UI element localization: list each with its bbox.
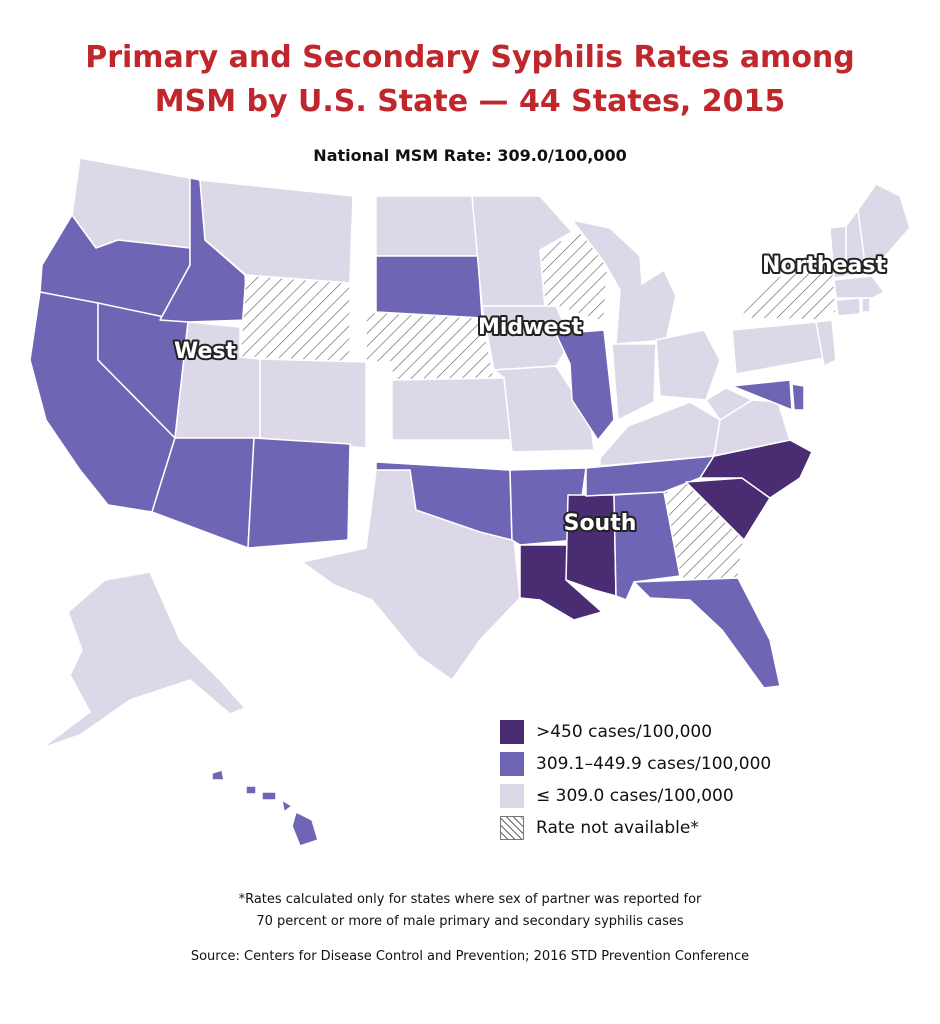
state-CT bbox=[835, 297, 861, 317]
state-SD bbox=[375, 255, 483, 319]
legend-label-low: ≤ 309.0 cases/100,000 bbox=[536, 786, 734, 806]
state-RI bbox=[861, 297, 871, 313]
state-ND bbox=[375, 195, 479, 257]
legend-swatch-high bbox=[500, 720, 524, 744]
legend-item-high: >450 cases/100,000 bbox=[500, 716, 771, 748]
state-AK bbox=[41, 571, 246, 749]
state-MO bbox=[493, 365, 595, 453]
state-IL bbox=[555, 329, 615, 441]
state-IN bbox=[611, 343, 657, 421]
legend-item-mid: 309.1–449.9 cases/100,000 bbox=[500, 748, 771, 780]
legend-swatch-mid bbox=[500, 752, 524, 776]
state-WA bbox=[71, 157, 191, 249]
source-credit: Source: Centers for Disease Control and … bbox=[190, 949, 750, 964]
state-DE bbox=[791, 383, 805, 411]
region-label-south: South bbox=[564, 511, 637, 536]
map-legend: >450 cases/100,000 309.1–449.9 cases/100… bbox=[500, 716, 771, 844]
footnote-line-2: 70 percent or more of male primary and s… bbox=[256, 914, 684, 929]
footnote-line-1: *Rates calculated only for states where … bbox=[238, 892, 702, 907]
region-label-midwest: Midwest bbox=[478, 315, 583, 340]
state-OH bbox=[655, 329, 721, 401]
map-title-line-2: MSM by U.S. State — 44 States, 2015 bbox=[154, 84, 786, 119]
legend-item-low: ≤ 309.0 cases/100,000 bbox=[500, 780, 771, 812]
state-AZ bbox=[151, 437, 255, 549]
map-title-line-1: Primary and Secondary Syphilis Rates amo… bbox=[85, 40, 855, 75]
legend-label-high: >450 cases/100,000 bbox=[536, 722, 713, 742]
legend-item-na: Rate not available* bbox=[500, 812, 771, 844]
legend-swatch-low bbox=[500, 784, 524, 808]
state-FL bbox=[633, 577, 781, 689]
legend-swatch-na bbox=[500, 816, 524, 840]
national-rate-subtitle: National MSM Rate: 309.0/100,000 bbox=[313, 146, 627, 165]
state-WY bbox=[239, 274, 351, 363]
state-WV bbox=[705, 387, 753, 421]
state-CO bbox=[259, 358, 367, 449]
state-MA bbox=[833, 275, 885, 299]
state-ME bbox=[857, 183, 911, 273]
state-NM bbox=[247, 437, 351, 549]
state-VA bbox=[713, 399, 791, 457]
footnote: *Rates calculated only for states where … bbox=[0, 889, 940, 933]
state-IA bbox=[481, 305, 573, 371]
region-label-northeast: Northeast bbox=[762, 253, 886, 278]
state-PA bbox=[731, 321, 825, 375]
state-NE bbox=[365, 311, 495, 381]
state-HI bbox=[211, 769, 319, 847]
state-MI bbox=[571, 219, 677, 345]
legend-label-mid: 309.1–449.9 cases/100,000 bbox=[536, 754, 772, 774]
state-KS bbox=[391, 377, 513, 441]
region-label-west: West bbox=[174, 339, 236, 364]
state-MD bbox=[731, 379, 793, 411]
state-NJ bbox=[815, 319, 837, 367]
legend-label-na: Rate not available* bbox=[536, 818, 699, 838]
state-WI bbox=[539, 231, 609, 323]
